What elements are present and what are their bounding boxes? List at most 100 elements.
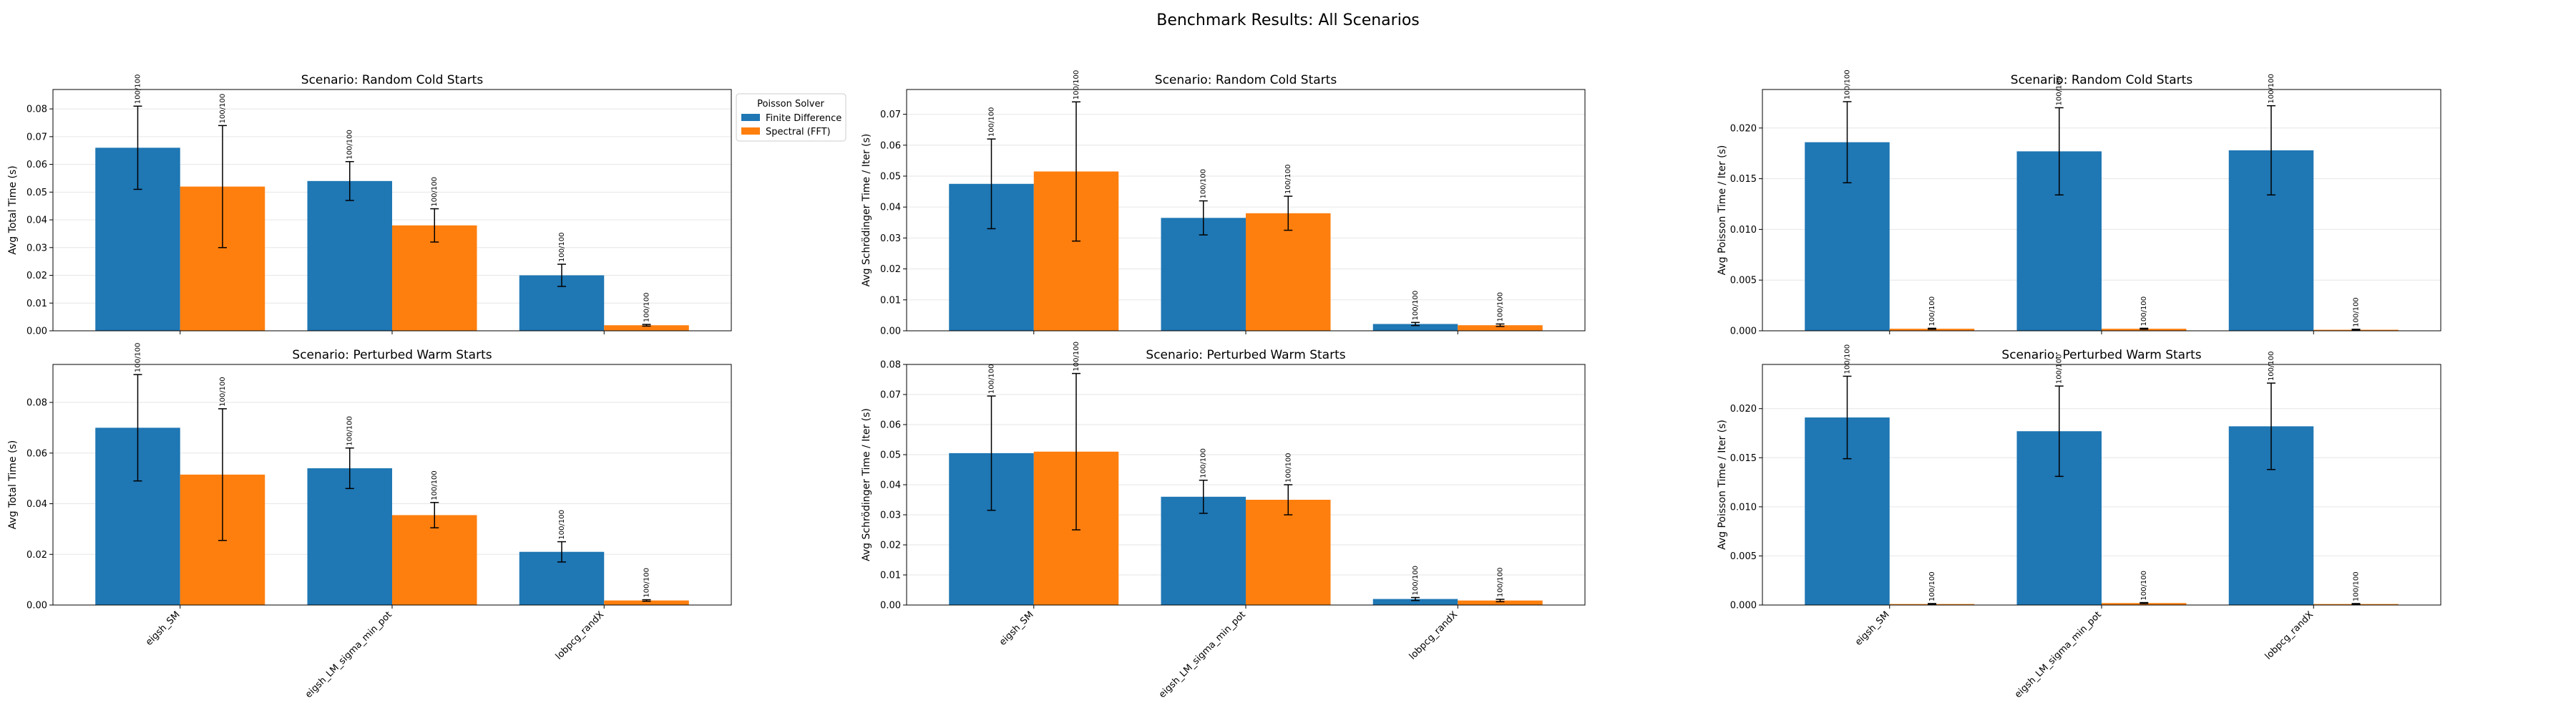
chart-0-2-ytick-label: 0.015 <box>1730 174 1757 185</box>
chart-1-2-count-label: 100/100 <box>2268 352 2275 382</box>
chart-0-0-count-label: 100/100 <box>346 130 354 160</box>
chart-0-2-count-label: 100/100 <box>1844 69 1852 100</box>
chart-0-1-count-label: 100/100 <box>1284 165 1292 195</box>
legend: Poisson Solver Finite Difference Spectra… <box>736 93 847 142</box>
chart-1-0-ytick-label: 0.04 <box>26 499 47 510</box>
chart-1-1-ytick-label: 0.08 <box>880 360 901 371</box>
legend-label-spectral-fft: Spectral (FFT) <box>766 127 831 137</box>
chart-0-0-count-label: 100/100 <box>643 293 651 323</box>
chart-1-0-bar <box>392 515 477 605</box>
chart-1-1-count-label: 100/100 <box>1497 567 1505 597</box>
chart-1-2-count-label: 100/100 <box>2353 571 2361 601</box>
chart-0-2-count-label: 100/100 <box>2056 76 2064 106</box>
chart-0-2-title: Scenario: Random Cold Starts <box>2011 73 2193 87</box>
chart-0-1-ylabel: Avg Schrödinger Time / Iter (s) <box>861 134 872 287</box>
chart-1-2-ylabel: Avg Poisson Time / Iter (s) <box>1717 420 1728 550</box>
chart-0-1-bar <box>1458 325 1543 331</box>
chart-0-1-ytick-label: 0.02 <box>880 264 901 275</box>
chart-1-2-xtick-label: lobpcg_randX <box>2263 609 2316 662</box>
chart-1-1-xtick-label: eigsh_LM_sigma_min_pot <box>1157 609 1248 700</box>
chart-1-0-count-label: 100/100 <box>558 510 566 540</box>
chart-1-1-bar <box>1246 500 1331 605</box>
chart-1-2-count-label: 100/100 <box>1844 344 1852 374</box>
chart-0-2-ytick-label: 0.010 <box>1730 225 1757 236</box>
chart-1-0-xtick-label: eigsh_LM_sigma_min_pot <box>303 609 394 700</box>
chart-0-2-count-label: 100/100 <box>2353 297 2361 327</box>
chart-0-0-ytick-label: 0.02 <box>26 271 47 281</box>
chart-1-0-bar <box>307 468 392 605</box>
legend-swatch-finite-difference <box>741 114 760 121</box>
chart-1-1-ytick-label: 0.02 <box>880 541 901 551</box>
chart-1-0-count-label: 100/100 <box>135 343 142 373</box>
chart-1-0-count-label: 100/100 <box>346 416 354 446</box>
chart-1-2-xtick-label: eigsh_LM_sigma_min_pot <box>2013 609 2104 700</box>
chart-1-0-ytick-label: 0.08 <box>26 398 47 409</box>
chart-1-1-count-label: 100/100 <box>1200 448 1208 478</box>
chart-1-0-xtick-label: lobpcg_randX <box>554 609 606 662</box>
chart-1-2-title: Scenario: Perturbed Warm Starts <box>2001 348 2201 362</box>
chart-0-1-ytick-label: 0.05 <box>880 171 901 182</box>
chart-0-0-count-label: 100/100 <box>219 94 227 124</box>
chart-0-0-count-label: 100/100 <box>558 232 566 262</box>
chart-0-1-count-label: 100/100 <box>1200 169 1208 199</box>
chart-1-2-count-label: 100/100 <box>1928 571 1936 601</box>
chart-1-2-ytick-label: 0.005 <box>1730 551 1757 562</box>
chart-1-1-ylabel: Avg Schrödinger Time / Iter (s) <box>861 408 872 561</box>
chart-0-0-ytick-label: 0.01 <box>26 299 47 309</box>
chart-1-2-ytick-label: 0.020 <box>1730 404 1757 415</box>
chart-0-0-ytick-label: 0.04 <box>26 216 47 226</box>
chart-1-1-count-label: 100/100 <box>1284 453 1292 483</box>
chart-0-1-count-label: 100/100 <box>1497 292 1505 322</box>
chart-1-1-xtick-label: eigsh_SM <box>997 609 1036 648</box>
chart-1-1-ytick-label: 0.05 <box>880 450 901 461</box>
legend-swatch-spectral-fft <box>741 127 760 135</box>
chart-0-2-count-label: 100/100 <box>2268 74 2275 104</box>
chart-1-1-bar <box>1372 599 1458 605</box>
chart-0-1-bar <box>1161 218 1246 331</box>
chart-1-1-ytick-label: 0.04 <box>880 480 901 491</box>
chart-0-0-count-label: 100/100 <box>431 177 439 207</box>
chart-0-0-ytick-label: 0.00 <box>26 326 47 337</box>
chart-1-2-ytick-label: 0.010 <box>1730 502 1757 513</box>
chart-1-2-ytick-label: 0.000 <box>1730 601 1757 611</box>
chart-0-0-ytick-label: 0.05 <box>26 188 47 198</box>
chart-1-1-count-label: 100/100 <box>988 364 996 395</box>
chart-0-1-count-label: 100/100 <box>988 107 996 137</box>
chart-0-2-ytick-label: 0.005 <box>1730 276 1757 286</box>
chart-1-0-xtick-label: eigsh_SM <box>144 609 182 648</box>
chart-0-1-count-label: 100/100 <box>1412 291 1420 321</box>
chart-0-0-bar <box>392 225 477 331</box>
chart-1-2-count-label: 100/100 <box>2140 571 2148 601</box>
chart-0-0-ytick-label: 0.07 <box>26 132 47 142</box>
chart-1-1-ytick-label: 0.01 <box>880 571 901 581</box>
chart-1-0-count-label: 100/100 <box>431 470 439 500</box>
chart-0-2-ytick-label: 0.000 <box>1730 326 1757 337</box>
legend-label-finite-difference: Finite Difference <box>766 113 841 124</box>
chart-0-2-ylabel: Avg Poisson Time / Iter (s) <box>1717 145 1728 276</box>
chart-0-0-ytick-label: 0.08 <box>26 105 47 115</box>
chart-1-2-xtick-label: eigsh_SM <box>1853 609 1892 648</box>
chart-1-0-title: Scenario: Perturbed Warm Starts <box>292 348 492 362</box>
chart-1-1-ytick-label: 0.00 <box>880 601 901 611</box>
chart-1-1-ytick-label: 0.03 <box>880 511 901 521</box>
chart-1-1-count-label: 100/100 <box>1412 566 1420 596</box>
chart-0-1-ytick-label: 0.06 <box>880 140 901 151</box>
chart-0-0-bar <box>307 180 392 331</box>
chart-0-0-ylabel: Avg Total Time (s) <box>7 165 19 254</box>
chart-1-0-bar <box>604 600 689 605</box>
chart-1-0-ylabel: Avg Total Time (s) <box>7 440 19 529</box>
chart-0-2-ytick-label: 0.020 <box>1730 123 1757 134</box>
chart-0-1-ytick-label: 0.04 <box>880 203 901 213</box>
chart-0-1-title: Scenario: Random Cold Starts <box>1155 73 1337 87</box>
chart-1-0-ytick-label: 0.02 <box>26 550 47 561</box>
legend-frame <box>736 93 847 142</box>
chart-0-1-ytick-label: 0.03 <box>880 233 901 244</box>
chart-0-0-count-label: 100/100 <box>135 74 142 105</box>
chart-1-0-ytick-label: 0.06 <box>26 448 47 459</box>
chart-0-1-ytick-label: 0.01 <box>880 295 901 306</box>
chart-1-2-ytick-label: 0.015 <box>1730 453 1757 464</box>
chart-0-1-bar <box>1372 324 1458 331</box>
chart-1-1-xtick-label: lobpcg_randX <box>1407 609 1460 662</box>
chart-1-0-count-label: 100/100 <box>219 377 227 407</box>
